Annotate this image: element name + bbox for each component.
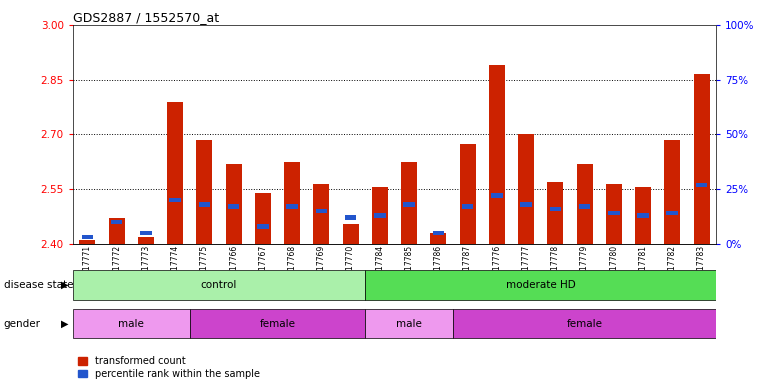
Bar (73, 270, 365, 300)
Bar (453, 309, 716, 338)
Bar (518, 134, 534, 244)
Bar (140, 231, 152, 235)
Bar (73, 309, 190, 338)
Text: female: female (260, 318, 296, 329)
Bar (606, 184, 622, 244)
Bar (401, 162, 417, 244)
Bar (520, 202, 532, 207)
Bar (549, 207, 561, 211)
Bar (374, 213, 386, 218)
Text: control: control (201, 280, 237, 290)
Bar (403, 202, 415, 207)
Text: moderate HD: moderate HD (506, 280, 575, 290)
Bar (198, 202, 210, 207)
Bar (255, 193, 271, 244)
Bar (635, 187, 651, 244)
Bar (577, 164, 593, 244)
Bar (433, 231, 444, 235)
Bar (286, 204, 298, 209)
Bar (365, 270, 716, 300)
Text: male: male (396, 318, 422, 329)
Text: GDS2887 / 1552570_at: GDS2887 / 1552570_at (73, 12, 219, 25)
Bar (608, 211, 620, 215)
Bar (696, 182, 708, 187)
Text: male: male (118, 318, 144, 329)
Bar (284, 162, 300, 244)
Bar (313, 184, 329, 244)
Bar (228, 204, 240, 209)
Bar (81, 235, 93, 240)
Bar (111, 220, 123, 224)
Bar (547, 182, 564, 244)
Bar (225, 164, 241, 244)
Bar (666, 211, 678, 215)
Bar (579, 204, 591, 209)
Bar (190, 309, 365, 338)
Text: female: female (567, 318, 603, 329)
Bar (462, 204, 473, 209)
Bar (430, 233, 447, 244)
Text: disease state: disease state (4, 280, 74, 290)
Bar (489, 65, 505, 244)
Bar (637, 213, 649, 218)
Bar (342, 224, 358, 244)
Bar (257, 224, 269, 228)
Legend: transformed count, percentile rank within the sample: transformed count, percentile rank withi… (77, 356, 260, 379)
Bar (693, 74, 709, 244)
Bar (372, 187, 388, 244)
Text: ▶: ▶ (61, 280, 69, 290)
Bar (491, 194, 502, 198)
Bar (365, 309, 453, 338)
Bar (345, 215, 356, 220)
Bar (109, 218, 125, 244)
Text: gender: gender (4, 318, 41, 329)
Bar (460, 144, 476, 244)
Bar (196, 140, 212, 244)
Bar (138, 237, 154, 244)
Bar (80, 240, 96, 244)
Bar (169, 198, 181, 202)
Bar (316, 209, 327, 213)
Bar (664, 140, 680, 244)
Bar (167, 101, 183, 244)
Text: ▶: ▶ (61, 318, 69, 329)
